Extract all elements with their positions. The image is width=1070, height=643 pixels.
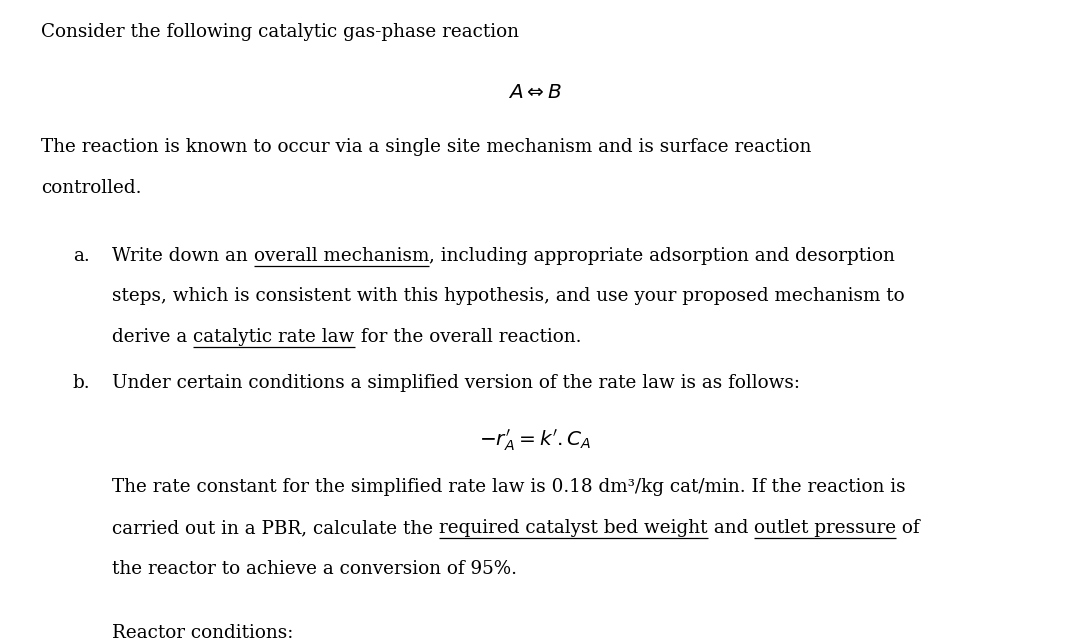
Text: Consider the following catalytic gas-phase reaction: Consider the following catalytic gas-pha… [41,23,519,41]
Text: carried out in a PBR, calculate the: carried out in a PBR, calculate the [112,519,440,537]
Text: required catalyst bed weight: required catalyst bed weight [440,519,708,537]
Text: catalytic rate law: catalytic rate law [194,328,355,346]
Text: overall mechanism: overall mechanism [254,246,429,264]
Text: Reactor conditions:: Reactor conditions: [112,624,294,642]
Text: derive a: derive a [112,328,194,346]
Text: , including appropriate adsorption and desorption: , including appropriate adsorption and d… [429,246,896,264]
Text: for the overall reaction.: for the overall reaction. [355,328,581,346]
Text: a.: a. [73,246,90,264]
Text: $A \Leftrightarrow B$: $A \Leftrightarrow B$ [508,83,562,102]
Text: Write down an: Write down an [112,246,254,264]
Text: controlled.: controlled. [41,179,141,197]
Text: the reactor to achieve a conversion of 95%.: the reactor to achieve a conversion of 9… [112,560,518,578]
Text: outlet pressure: outlet pressure [754,519,897,537]
Text: of: of [897,519,920,537]
Text: steps, which is consistent with this hypothesis, and use your proposed mechanism: steps, which is consistent with this hyp… [112,287,905,305]
Text: and: and [708,519,754,537]
Text: Under certain conditions a simplified version of the rate law is as follows:: Under certain conditions a simplified ve… [112,374,800,392]
Text: The reaction is known to occur via a single site mechanism and is surface reacti: The reaction is known to occur via a sin… [41,138,811,156]
Text: b.: b. [73,374,90,392]
Text: The rate constant for the simplified rate law is 0.18 dm³/kg cat/min. If the rea: The rate constant for the simplified rat… [112,478,906,496]
Text: $-r_A^{\prime} = k^{\prime}. C_A$: $-r_A^{\prime} = k^{\prime}. C_A$ [478,428,592,453]
